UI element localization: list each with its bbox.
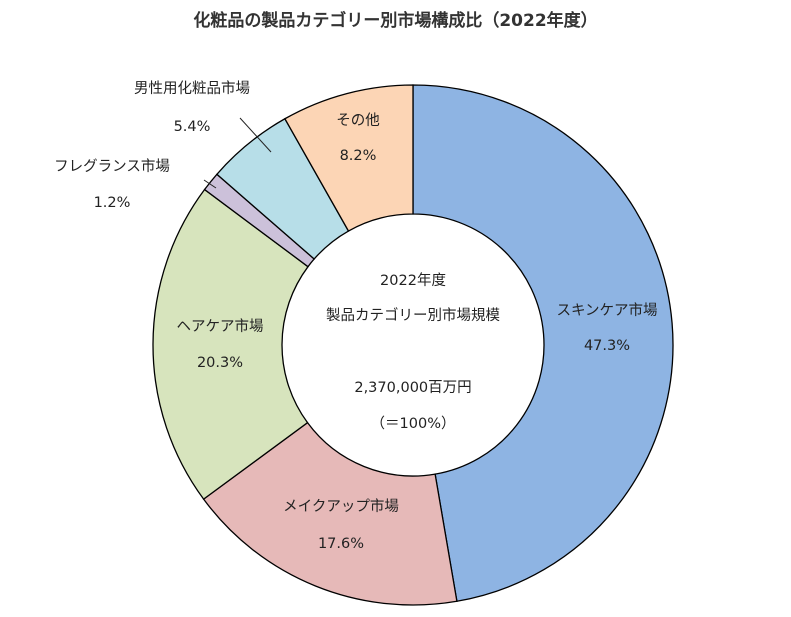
slice-label-skincare: スキンケア市場 bbox=[556, 302, 657, 319]
slice-skincare bbox=[412, 84, 674, 603]
leader-line-fragrance bbox=[203, 179, 217, 189]
slices-group bbox=[152, 84, 674, 606]
center-text-group: 2022年度 製品カテゴリー別市場規模 2,370,000百万円 （＝100%） bbox=[326, 272, 500, 432]
slice-makeup bbox=[202, 421, 458, 606]
leader-lines-group bbox=[203, 117, 272, 189]
slice-label-haircare: ヘアケア市場 bbox=[177, 318, 264, 335]
slice-label-mens: 男性用化粧品市場 bbox=[134, 80, 250, 97]
center-total: 2,370,000百万円 bbox=[354, 380, 471, 396]
slice-label-other: その他 bbox=[336, 112, 380, 129]
slice-label-makeup: メイクアップ市場 bbox=[283, 498, 399, 515]
leader-line-mens bbox=[239, 117, 272, 153]
slice-value-makeup: 17.6% bbox=[318, 536, 364, 552]
slice-other bbox=[284, 84, 414, 232]
slice-value-skincare: 47.3% bbox=[584, 338, 630, 354]
slice-value-haircare: 20.3% bbox=[197, 355, 243, 371]
center-year: 2022年度 bbox=[380, 272, 446, 289]
slice-label-fragrance: フレグランス市場 bbox=[54, 158, 170, 175]
slice-value-other: 8.2% bbox=[340, 148, 377, 164]
center-percent: （＝100%） bbox=[371, 415, 456, 432]
chart-title: 化粧品の製品カテゴリー別市場構成比（2022年度） bbox=[193, 11, 598, 31]
labels-group: スキンケア市場 47.3% メイクアップ市場 17.6% ヘアケア市場 20.3… bbox=[54, 80, 657, 552]
slice-haircare bbox=[152, 188, 309, 501]
center-heading: 製品カテゴリー別市場規模 bbox=[326, 306, 500, 324]
slice-value-mens: 5.4% bbox=[174, 119, 211, 135]
slice-value-fragrance: 1.2% bbox=[94, 195, 131, 211]
